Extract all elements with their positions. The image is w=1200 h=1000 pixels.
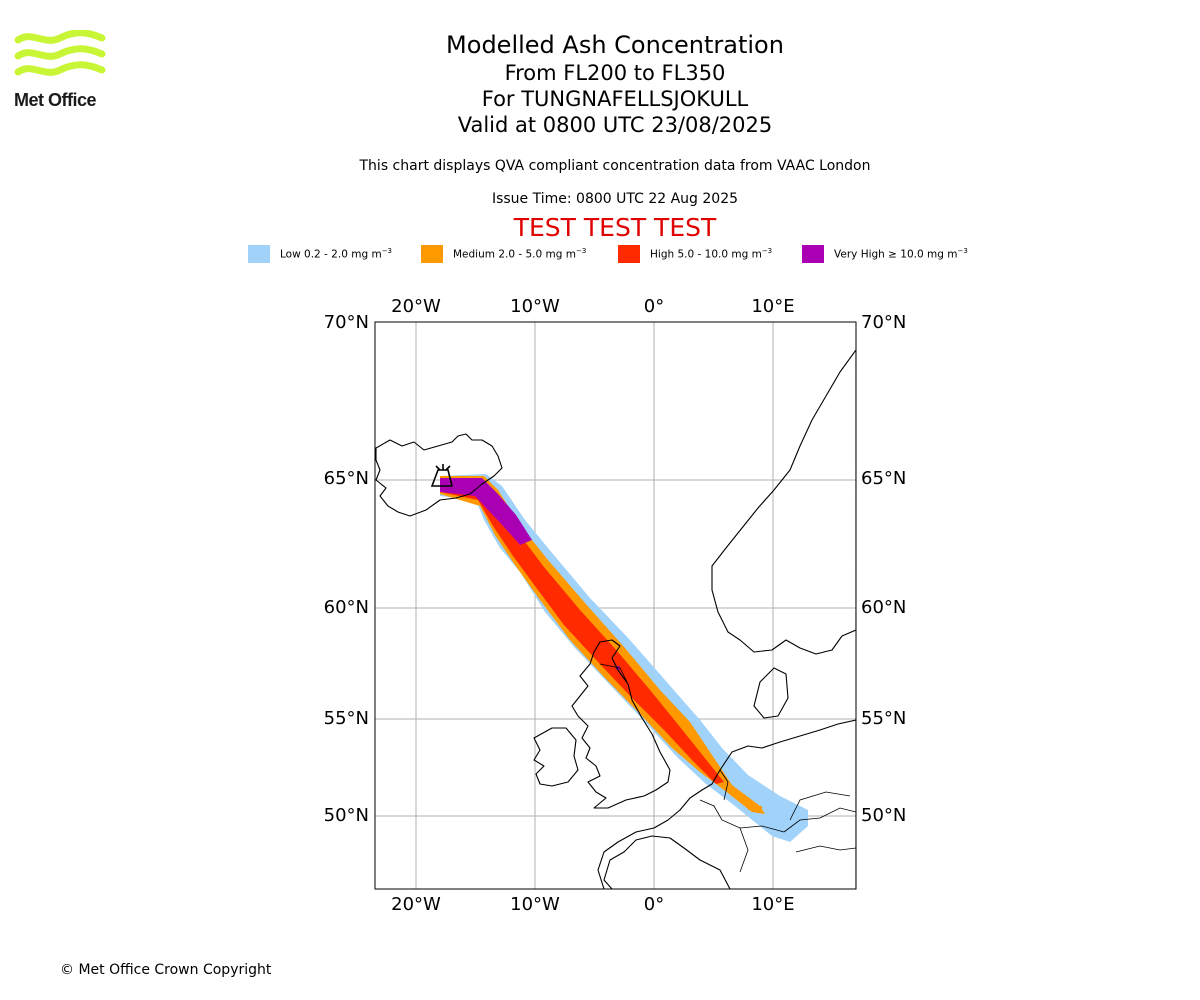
country-borders <box>599 663 856 873</box>
lat-label-right-60n: 60°N <box>861 597 906 618</box>
legend-item-low: Low 0.2 - 2.0 mg m−3 <box>248 244 392 264</box>
chart-title: Modelled Ash Concentration <box>446 31 784 59</box>
lat-label-left-50n: 50°N <box>324 805 369 826</box>
subtitle-volcano: For TUNGNAFELLSJOKULL <box>481 87 749 111</box>
continent-coastline <box>597 719 856 889</box>
lat-label-left-65n: 65°N <box>324 468 369 489</box>
subtitle-valid-time: Valid at 0800 UTC 23/08/2025 <box>457 113 773 137</box>
uk-coastline <box>571 639 671 809</box>
copyright: © Met Office Crown Copyright <box>60 962 272 978</box>
met-office-logo-text: Met Office <box>14 90 97 110</box>
legend-item-medium: Medium 2.0 - 5.0 mg m−3 <box>421 244 586 264</box>
ash-high-area <box>440 478 724 784</box>
lon-label-bottom-10e: 10°E <box>751 894 794 915</box>
legend-item-very-high: Very High ≥ 10.0 mg m−3 <box>802 244 968 264</box>
legend: Low 0.2 - 2.0 mg m−3 Medium 2.0 - 5.0 mg… <box>0 244 1200 264</box>
legend-label-very-high: Very High ≥ 10.0 mg m−3 <box>834 247 968 261</box>
map-frame <box>374 321 857 890</box>
lat-label-right-70n: 70°N <box>861 312 906 333</box>
met-office-logo <box>14 30 106 76</box>
ash-plume <box>440 474 808 842</box>
denmark-coastline <box>753 667 789 719</box>
coastlines <box>375 349 856 889</box>
lon-label-top-0: 0° <box>644 296 664 317</box>
qva-note: This chart displays QVA compliant concen… <box>359 158 871 174</box>
lon-label-top-20w: 20°W <box>391 296 441 317</box>
legend-label-high: High 5.0 - 10.0 mg m−3 <box>650 247 773 261</box>
subtitle-flight-levels: From FL200 to FL350 <box>504 61 726 85</box>
lat-label-right-50n: 50°N <box>861 805 906 826</box>
scandinavia-coastline <box>711 349 856 655</box>
ash-medium-fragment <box>748 806 762 810</box>
legend-swatch-medium <box>421 245 443 263</box>
volcano-icon <box>430 464 454 487</box>
legend-label-medium: Medium 2.0 - 5.0 mg m−3 <box>453 247 587 261</box>
legend-swatch-low <box>248 245 270 263</box>
title-block: Modelled Ash Concentration From FL200 to… <box>0 30 1200 138</box>
iceland-coastline <box>375 433 503 517</box>
ash-very-high-area <box>440 478 532 545</box>
lat-label-left-60n: 60°N <box>324 597 369 618</box>
legend-label-low: Low 0.2 - 2.0 mg m−3 <box>280 247 393 261</box>
lon-label-top-10e: 10°E <box>751 296 794 317</box>
lat-label-right-55n: 55°N <box>861 708 906 729</box>
lon-label-bottom-20w: 20°W <box>391 894 441 915</box>
test-banner: TEST TEST TEST <box>513 213 717 242</box>
ireland-coastline <box>533 727 579 787</box>
lat-label-right-65n: 65°N <box>861 468 906 489</box>
lat-label-left-70n: 70°N <box>324 312 369 333</box>
legend-swatch-very-high <box>802 245 824 263</box>
lon-label-bottom-10w: 10°W <box>510 894 560 915</box>
lat-label-left-55n: 55°N <box>324 708 369 729</box>
lon-label-bottom-0: 0° <box>644 894 664 915</box>
legend-item-high: High 5.0 - 10.0 mg m−3 <box>618 244 772 264</box>
issue-time: Issue Time: 0800 UTC 22 Aug 2025 <box>491 191 739 207</box>
lon-label-top-10w: 10°W <box>510 296 560 317</box>
gridlines <box>375 322 856 889</box>
legend-swatch-high <box>618 245 640 263</box>
